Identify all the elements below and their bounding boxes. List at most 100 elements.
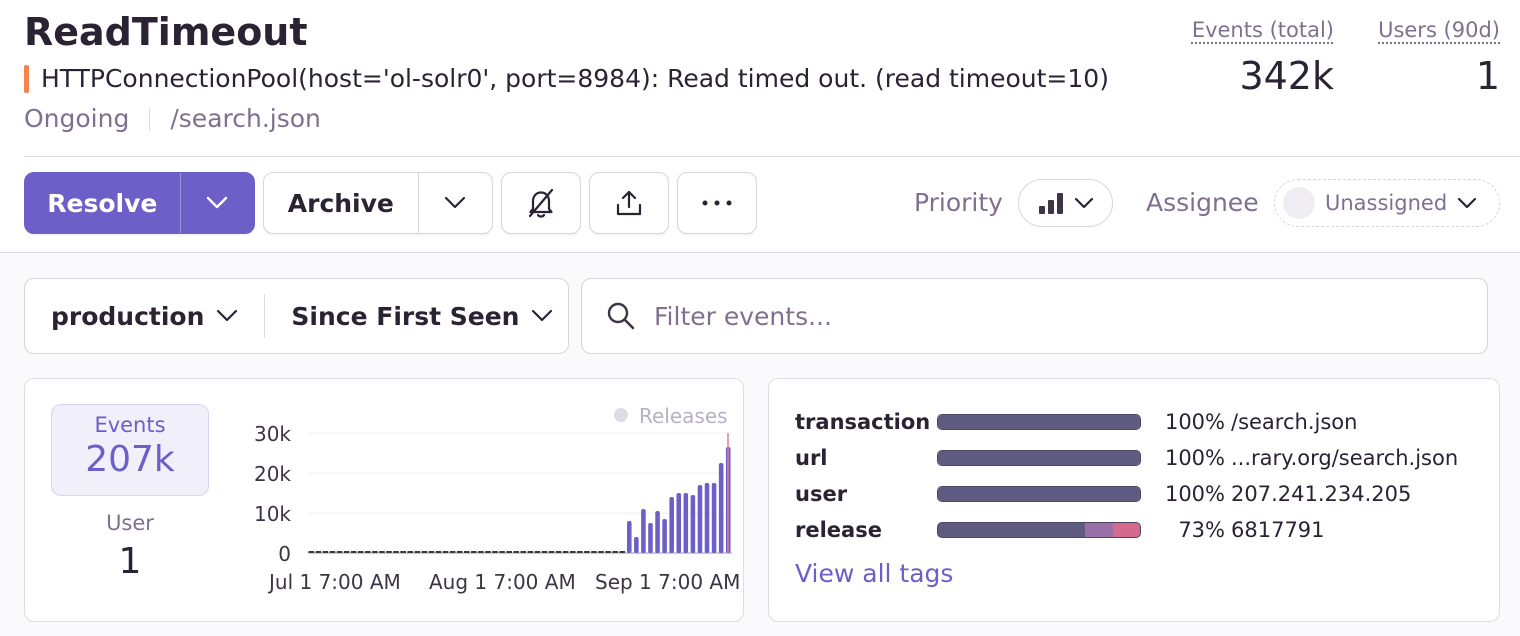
tag-percent: 73% <box>1178 518 1225 542</box>
tag-key: release <box>795 518 882 542</box>
chart-bar[interactable] <box>704 483 710 553</box>
user-summary-label: User <box>106 511 154 535</box>
chart-bar-empty <box>478 551 484 553</box>
archive-split <box>417 173 419 233</box>
chart-bar-empty <box>598 551 604 553</box>
tag-bar-secondary-segment <box>1085 523 1113 537</box>
upload-icon <box>616 190 642 216</box>
tag-key: transaction <box>795 410 931 434</box>
chart-bar-empty <box>365 551 371 553</box>
chart-bar[interactable] <box>711 483 717 553</box>
chart-bar-empty <box>612 551 618 553</box>
share-button[interactable] <box>589 172 669 234</box>
user-summary-value: 1 <box>118 541 142 582</box>
priority-dropdown[interactable] <box>1018 179 1113 227</box>
chevron-down-icon <box>217 309 238 322</box>
tag-percent: 100% <box>1164 446 1225 470</box>
chart-bar[interactable] <box>683 493 689 553</box>
chart-bar-empty <box>428 551 435 553</box>
chart-bar-empty <box>343 551 350 553</box>
events-total-label[interactable]: Events (total) <box>1191 18 1334 42</box>
tag-row-user[interactable]: user 100% 207.241.234.205 <box>795 479 1411 509</box>
assignee-value: Unassigned <box>1325 191 1448 215</box>
environment-dropdown[interactable]: production <box>25 302 238 331</box>
environment-value: production <box>51 301 205 331</box>
archive-button[interactable]: Archive <box>287 188 394 218</box>
tag-distribution-bar[interactable] <box>937 450 1141 466</box>
time-range-dropdown[interactable]: Since First Seen <box>265 302 553 331</box>
tag-row-release[interactable]: release 73% 6817791 <box>795 515 1325 545</box>
tag-bar-primary-segment <box>938 523 1086 537</box>
resolve-dropdown-button[interactable] <box>181 196 254 210</box>
chart-bar[interactable] <box>627 521 632 553</box>
chart-bar[interactable] <box>718 463 724 553</box>
chart-bar-empty <box>435 551 442 553</box>
bar-chart-icon <box>1038 193 1063 214</box>
issue-culprit: /search.json <box>170 104 321 133</box>
chart-bar[interactable] <box>648 523 653 553</box>
chart-bar-empty <box>541 551 548 553</box>
tag-top-value: 207.241.234.205 <box>1231 482 1412 506</box>
tag-distribution-bar[interactable] <box>937 522 1141 538</box>
search-input[interactable] <box>654 301 1434 331</box>
user-summary-tab[interactable]: User 1 <box>51 511 209 582</box>
mute-button[interactable] <box>501 172 581 234</box>
environment-time-filter: production Since First Seen <box>24 278 569 354</box>
view-all-tags-link[interactable]: View all tags <box>795 559 954 588</box>
chart-bar[interactable] <box>676 493 682 553</box>
chevron-down-icon <box>1074 197 1093 209</box>
tag-percent: 100% <box>1164 482 1225 506</box>
chart-bar-empty <box>456 551 463 553</box>
tag-top-value: 6817791 <box>1231 518 1325 542</box>
issue-message: HTTPConnectionPool(host='ol-solr0', port… <box>41 64 1109 93</box>
more-actions-button[interactable] <box>677 172 757 234</box>
x-axis-tick-label: Sep 1 7:00 AM <box>595 570 740 594</box>
chart-bar-empty <box>336 551 343 553</box>
meta-divider <box>149 107 151 130</box>
chart-bar-empty <box>499 551 505 553</box>
priority-label: Priority <box>914 188 1003 217</box>
tag-row-transaction[interactable]: transaction 100%/search.json <box>795 407 1357 437</box>
tag-distribution-bar[interactable] <box>937 486 1141 502</box>
chart-bar-empty <box>619 551 625 553</box>
ellipsis-icon <box>702 200 732 206</box>
issue-meta: Ongoing /search.json <box>24 104 321 133</box>
chart-bar[interactable] <box>634 537 639 553</box>
tag-percent: 100% <box>1164 410 1225 434</box>
users-stat: Users (90d) 1 <box>1378 18 1500 98</box>
y-axis-tick-label: 30k <box>254 422 291 446</box>
chart-bar[interactable] <box>697 485 703 553</box>
chart-bar-empty <box>485 551 491 553</box>
resolve-button-group: Resolve <box>24 172 255 234</box>
tag-row-url[interactable]: url 100% ...rary.org/search.json <box>795 443 1458 473</box>
chart-bar-empty <box>329 551 336 553</box>
issue-content: production Since First Seen Events 207k … <box>0 252 1520 636</box>
resolve-button[interactable]: Resolve <box>47 188 158 218</box>
events-summary-tab[interactable]: Events 207k <box>51 404 209 496</box>
filter-divider <box>264 294 266 338</box>
chevron-down-icon <box>445 196 466 209</box>
tag-distribution-bar[interactable] <box>937 414 1141 430</box>
releases-legend-label[interactable]: Releases <box>639 404 728 428</box>
chart-bar-empty <box>605 551 611 553</box>
chart-bar[interactable] <box>641 509 646 553</box>
users-label[interactable]: Users (90d) <box>1378 18 1500 42</box>
issue-message-row: HTTPConnectionPool(host='ol-solr0', port… <box>24 64 1109 93</box>
chart-bar-empty <box>520 551 527 553</box>
chart-bar[interactable] <box>662 519 667 553</box>
chevron-down-icon <box>532 309 553 322</box>
issue-header: ReadTimeout HTTPConnectionPool(host='ol-… <box>0 0 1520 252</box>
y-axis-tick-label: 0 <box>278 542 291 566</box>
chart-bar-empty <box>584 551 590 553</box>
archive-dropdown-button[interactable] <box>419 196 492 210</box>
assignee-dropdown[interactable]: Unassigned <box>1274 179 1500 227</box>
chart-bar-empty <box>534 551 541 553</box>
chevron-down-icon <box>207 196 228 209</box>
tag-bar-primary-segment <box>938 451 1140 465</box>
chart-bar[interactable] <box>669 497 674 553</box>
chart-bar[interactable] <box>690 495 696 553</box>
chart-bar[interactable] <box>655 511 660 553</box>
avatar <box>1283 187 1315 219</box>
chart-bar-empty <box>555 551 562 553</box>
events-chart-card: Events 207k User 1 Releases 30k 20k 10k 0 Ju… <box>24 378 744 622</box>
